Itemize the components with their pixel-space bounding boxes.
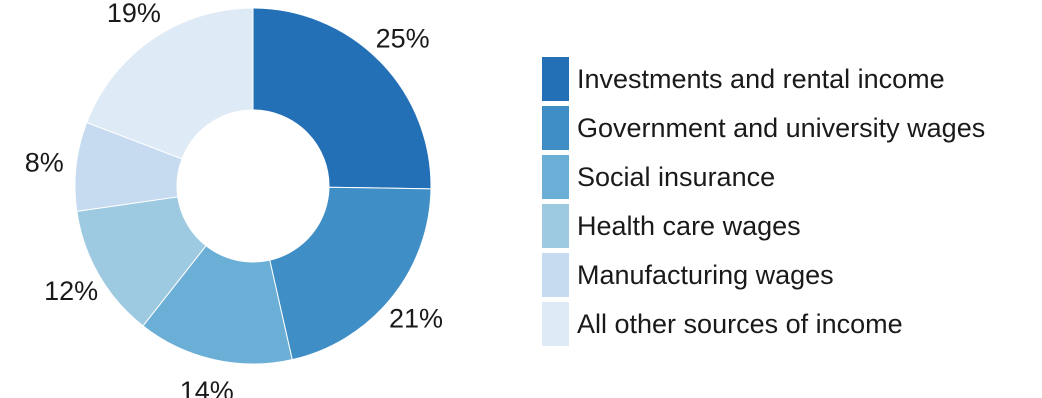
donut-slice-0	[252, 7, 432, 190]
legend-item-social-insurance: Social insurance	[542, 155, 1037, 199]
legend-swatch	[542, 106, 569, 150]
legend-item-manufacturing-wages: Manufacturing wages	[542, 253, 1037, 297]
legend-item-investments: Investments and rental income	[542, 57, 1037, 101]
donut-plot: 25% 21% 14% 12% 8% 19%	[25, 0, 443, 398]
legend-swatch	[542, 155, 569, 199]
legend-item-government-wages: Government and university wages	[542, 106, 1037, 150]
legend-label: Health care wages	[577, 210, 801, 241]
slice-value-label: 14%	[180, 376, 234, 398]
legend-item-other-income: All other sources of income	[542, 302, 1037, 346]
donut-slice-3	[76, 196, 207, 327]
legend-swatch	[542, 57, 569, 101]
legend-label: All other sources of income	[577, 308, 903, 339]
legend-label: Social insurance	[577, 161, 776, 192]
slice-value-label: 12%	[44, 276, 98, 306]
legend-swatch	[542, 302, 569, 346]
donut-slice-2	[142, 245, 293, 365]
slice-value-label: 25%	[376, 24, 430, 54]
legend-label: Government and university wages	[577, 112, 986, 143]
legend-label: Manufacturing wages	[577, 259, 834, 290]
legend-item-health-care-wages: Health care wages	[542, 204, 1037, 248]
slice-value-label: 8%	[25, 148, 64, 178]
legend-label: Investments and rental income	[577, 63, 945, 94]
slice-value-label: 19%	[107, 0, 161, 28]
donut-slice-1	[269, 186, 432, 361]
legend-swatch	[542, 253, 569, 297]
legend-swatch	[542, 204, 569, 248]
chart-legend: Investments and rental income Government…	[542, 57, 1037, 351]
slice-value-label: 21%	[389, 303, 443, 333]
donut-slice-5	[86, 7, 254, 160]
